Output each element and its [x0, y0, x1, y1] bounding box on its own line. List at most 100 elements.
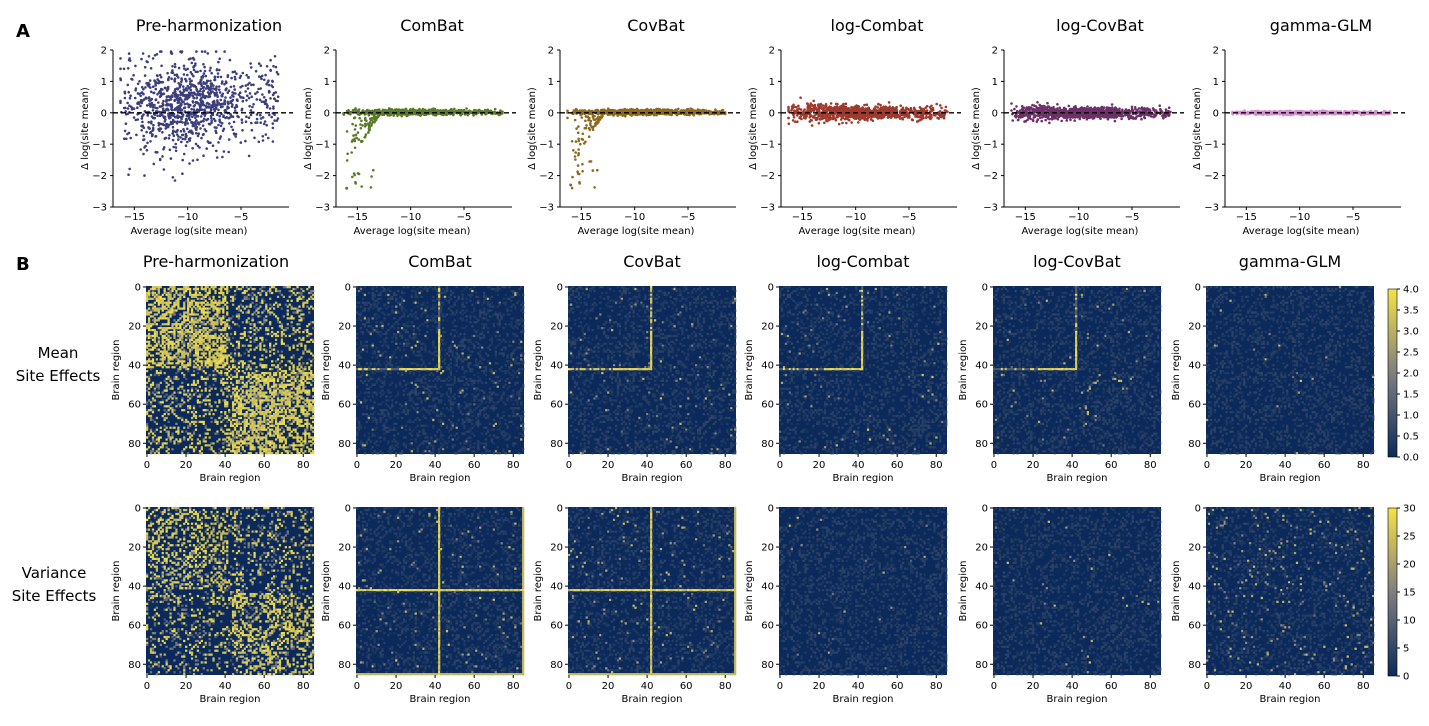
- scatter-point: [177, 76, 180, 79]
- scatter-point: [378, 108, 381, 111]
- scatter-point: [171, 132, 174, 135]
- scatter-point: [231, 100, 234, 103]
- scatter-point: [119, 57, 122, 60]
- scatter-point: [231, 94, 234, 97]
- scatter-point: [170, 52, 173, 55]
- scatter-point: [148, 127, 151, 130]
- scatter-point: [577, 148, 580, 151]
- scatter-point: [354, 147, 357, 150]
- scatter-point: [818, 122, 821, 125]
- scatter-point: [195, 50, 198, 53]
- scatter-point: [360, 185, 363, 188]
- scatter-point: [584, 127, 587, 130]
- scatter-point: [215, 150, 218, 153]
- scatter-point: [235, 104, 238, 107]
- scatter-point: [210, 72, 213, 75]
- scatter-point: [250, 114, 253, 117]
- y-tick-label: 0: [769, 108, 775, 119]
- scatter-point: [223, 150, 226, 153]
- scatter-point: [146, 104, 149, 107]
- scatter-point: [149, 86, 152, 89]
- scatter-point: [202, 154, 205, 157]
- scatter-point: [205, 147, 208, 150]
- scatter-point: [177, 108, 180, 111]
- scatter-point: [196, 159, 199, 162]
- scatter-point: [123, 68, 126, 71]
- scatter-point: [265, 99, 268, 102]
- scatter-point: [176, 114, 179, 117]
- x-axis-label: Average log(site mean): [354, 226, 471, 237]
- scatter-point: [269, 107, 272, 110]
- scatter-point: [199, 81, 202, 84]
- scatter-point: [911, 119, 914, 122]
- scatter-point: [186, 74, 189, 77]
- scatter-point: [201, 102, 204, 105]
- scatter-point: [166, 72, 169, 75]
- scatter-point: [248, 116, 251, 119]
- scatter-point: [234, 109, 237, 112]
- scatter-point: [277, 73, 280, 76]
- scatter-point: [183, 67, 186, 70]
- scatter-point: [159, 50, 162, 53]
- scatter-point: [167, 86, 170, 89]
- scatter-point: [351, 176, 354, 179]
- scatter-point: [213, 118, 216, 121]
- scatter-point: [233, 85, 236, 88]
- scatter-point: [217, 124, 220, 127]
- scatter-point: [204, 70, 207, 73]
- scatter-point: [201, 50, 204, 53]
- scatter-point: [129, 94, 132, 97]
- scatter-point: [940, 107, 943, 110]
- scatter-point: [938, 112, 941, 115]
- scatter-point: [237, 116, 240, 119]
- scatter-point: [119, 68, 122, 71]
- scatter-point: [689, 107, 692, 110]
- scatter-point: [370, 175, 373, 178]
- scatter-point: [248, 97, 251, 100]
- scatter-point: [814, 104, 817, 107]
- scatter-point: [864, 107, 867, 110]
- scatter-point: [863, 104, 866, 107]
- scatter-point: [261, 100, 264, 103]
- scatter-point: [790, 109, 793, 112]
- scatter-point: [146, 142, 149, 145]
- scatter-point: [350, 151, 353, 154]
- scatter-point: [855, 117, 858, 120]
- scatter-point: [187, 122, 190, 125]
- scatter-point: [346, 159, 349, 162]
- scatter-point: [142, 99, 145, 102]
- scatter-point: [822, 104, 825, 107]
- scatter-point: [150, 91, 153, 94]
- scatter-point: [351, 123, 354, 126]
- scatter-panel-0: Pre-harmonization210−1−2−3−15 −10 −5Averag…: [80, 16, 293, 237]
- scatter-point: [584, 109, 587, 112]
- scatter-point: [147, 82, 150, 85]
- scatter-point: [842, 103, 845, 106]
- scatter-point: [196, 108, 199, 111]
- scatter-point: [203, 104, 206, 107]
- scatter-point: [838, 123, 841, 126]
- scatter-point: [600, 116, 603, 119]
- scatter-point: [138, 103, 141, 106]
- scatter-point: [1168, 106, 1171, 109]
- scatter-point: [227, 106, 230, 109]
- scatter-point: [265, 133, 268, 136]
- scatter-point: [186, 98, 189, 101]
- scatter-point: [135, 134, 138, 137]
- scatter-point: [160, 81, 163, 84]
- scatter-point: [204, 50, 207, 53]
- scatter-point: [220, 106, 223, 109]
- scatter-point: [613, 110, 616, 113]
- scatter-point: [199, 107, 202, 110]
- scatter-point: [165, 100, 168, 103]
- x-tick-label: −10: [624, 212, 645, 223]
- scatter-point: [231, 91, 234, 94]
- y-tick-label: 2: [101, 46, 107, 57]
- scatter-point: [595, 123, 598, 126]
- scatter-point: [361, 140, 364, 143]
- scatter-point: [183, 65, 186, 68]
- scatter-point: [216, 156, 219, 159]
- scatter-point: [197, 145, 200, 148]
- scatter-point: [222, 103, 225, 106]
- scatter-point: [369, 117, 372, 120]
